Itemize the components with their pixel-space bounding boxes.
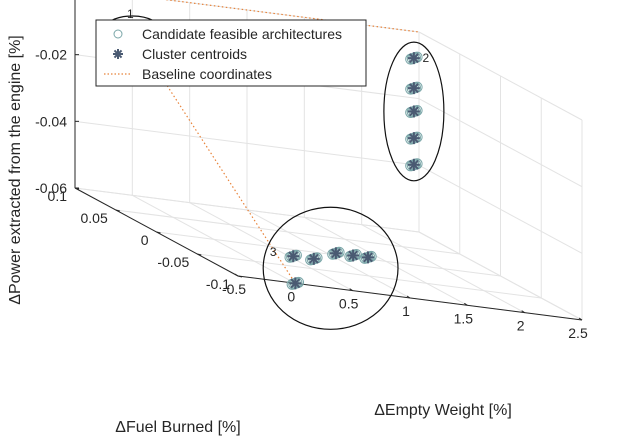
centroid-marker bbox=[329, 247, 342, 260]
z-axis-label: ΔPower extracted from the engine [%] bbox=[7, 35, 24, 304]
z-tick-label: -0.04 bbox=[35, 113, 67, 129]
centroid-marker bbox=[361, 251, 374, 264]
cluster-3-point bbox=[284, 249, 302, 263]
data-points bbox=[123, 25, 423, 290]
cluster-2-point bbox=[405, 51, 423, 65]
x-tick bbox=[521, 310, 525, 314]
legend-centroid-label: Cluster centroids bbox=[142, 46, 247, 62]
cluster-2-point bbox=[405, 131, 423, 145]
cluster-3-point bbox=[327, 246, 345, 260]
x-tick-label: 0 bbox=[287, 288, 295, 304]
grid-sidewall-z bbox=[418, 98, 583, 188]
legend-candidate-label: Candidate feasible architectures bbox=[142, 26, 342, 42]
grid-backwall-z bbox=[74, 120, 420, 166]
legend-baseline-label: Baseline coordinates bbox=[142, 66, 272, 82]
axes bbox=[74, 0, 583, 321]
cluster-3-point bbox=[344, 248, 362, 262]
y-tick-label: 0 bbox=[141, 232, 149, 248]
centroid-marker bbox=[407, 105, 420, 118]
grid-sidewall-z bbox=[418, 231, 583, 321]
y-tick-label: -0.1 bbox=[206, 276, 230, 292]
centroid-marker bbox=[289, 277, 302, 290]
y-tick bbox=[156, 231, 161, 234]
z-tick-label: -0.06 bbox=[35, 180, 67, 196]
z-tick-label: -0.02 bbox=[35, 47, 67, 63]
legend-candidate-marker bbox=[113, 29, 123, 39]
y-tick bbox=[197, 253, 202, 256]
cluster-2-label: 2 bbox=[423, 51, 430, 65]
cluster-3-point bbox=[359, 250, 377, 264]
x-tick bbox=[464, 302, 468, 306]
cluster-2-point bbox=[405, 104, 423, 118]
cluster-3-label: 3 bbox=[270, 245, 277, 259]
x-tick-label: 1 bbox=[402, 303, 410, 319]
x-tick-label: 2.5 bbox=[568, 325, 588, 341]
legend-centroid-marker bbox=[113, 49, 123, 59]
x-tick-label: 1.5 bbox=[454, 310, 474, 326]
tick-labels: -0.5 0 0.5 1 1.5 2 2.5 -0.1 -0.05 0 0.05 0.1-0.06 -0… bbox=[35, 7, 588, 341]
y-tick-label: 0.05 bbox=[81, 210, 108, 226]
x-tick-label: -0.5 bbox=[222, 281, 246, 297]
grid-floor-y bbox=[156, 231, 501, 277]
grid-backwall-z bbox=[74, 187, 420, 233]
cluster-2-ellipse bbox=[383, 41, 445, 182]
cluster-1-label: 1 bbox=[127, 7, 134, 21]
y-tick-label: -0.05 bbox=[157, 254, 189, 270]
grid-sidewall-z bbox=[418, 31, 583, 121]
grid-sidewall-z bbox=[418, 164, 583, 254]
cluster-3-point bbox=[305, 252, 323, 266]
x-tick bbox=[406, 295, 411, 299]
grid-floor-y bbox=[197, 253, 542, 299]
cluster-2-point bbox=[405, 158, 423, 172]
centroid-marker bbox=[407, 132, 420, 145]
centroid-marker bbox=[307, 252, 320, 265]
x-tick bbox=[349, 288, 353, 292]
legend-star-shape bbox=[113, 49, 123, 59]
legend: Candidate feasible architectures Cluster… bbox=[95, 19, 367, 87]
y-axis-label: ΔFuel Burned [%] bbox=[115, 419, 240, 436]
x-tick-label: 0.5 bbox=[339, 296, 359, 312]
x-tick bbox=[234, 273, 239, 277]
cluster-3-ellipse bbox=[262, 206, 399, 330]
centroid-marker bbox=[407, 158, 420, 171]
y-tick bbox=[115, 209, 120, 212]
cluster-3-point bbox=[286, 276, 305, 290]
x-tick-label: 2 bbox=[517, 318, 525, 334]
centroid-marker bbox=[407, 82, 420, 95]
y-tick-label: 0.1 bbox=[48, 188, 68, 204]
cluster-2-point bbox=[405, 81, 423, 95]
x-tick bbox=[578, 317, 583, 321]
legend-box bbox=[95, 19, 367, 87]
centroid-marker bbox=[407, 52, 420, 65]
y-tick bbox=[237, 275, 243, 278]
x-axis-label: ΔEmpty Weight [%] bbox=[374, 402, 512, 419]
centroid-marker bbox=[347, 249, 360, 262]
centroid-marker bbox=[287, 250, 300, 263]
grid-floor-y bbox=[115, 209, 460, 255]
